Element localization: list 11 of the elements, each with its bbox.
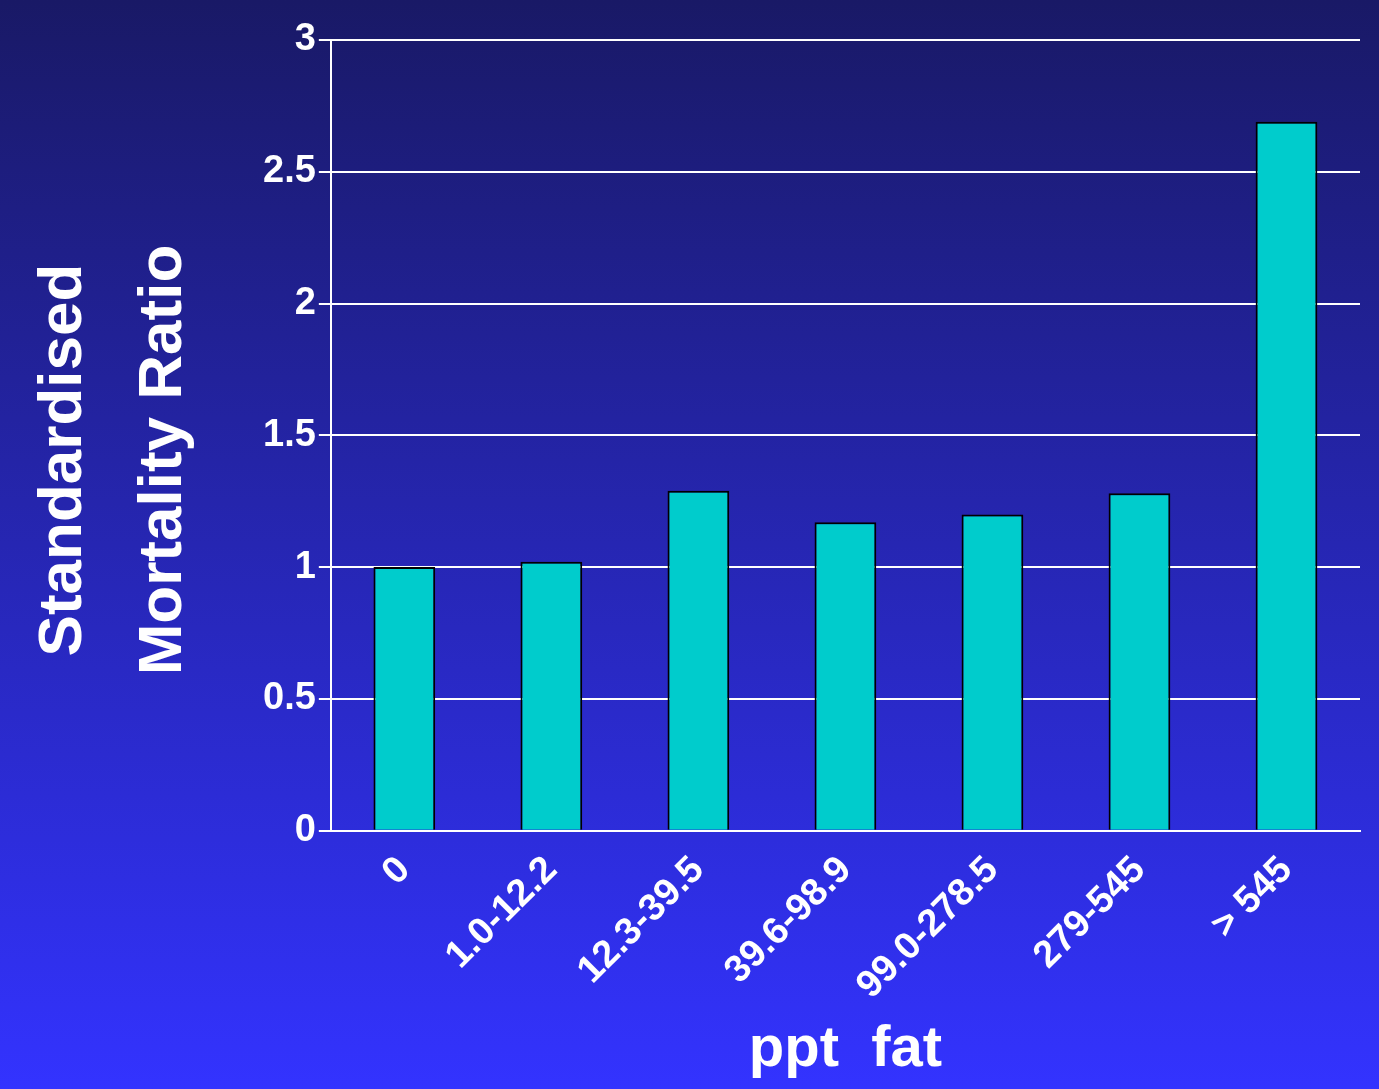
y-tick-label: 1.5: [263, 411, 316, 454]
x-axis-title: ppt fat: [748, 1013, 943, 1079]
x-tick-label: > 545: [1201, 847, 1300, 945]
y-tick-label: 2: [294, 280, 316, 323]
y-tick-label: 2.5: [263, 148, 316, 191]
y-tick-label: 1: [294, 543, 316, 586]
y-tick-label: 3: [294, 16, 316, 59]
y-axis-title: Standardised Mortality Ratio: [24, 243, 195, 678]
y-tick-label: 0: [294, 807, 316, 850]
x-tick-label: 0: [372, 847, 418, 892]
y-tick-label: 0.5: [263, 675, 316, 718]
